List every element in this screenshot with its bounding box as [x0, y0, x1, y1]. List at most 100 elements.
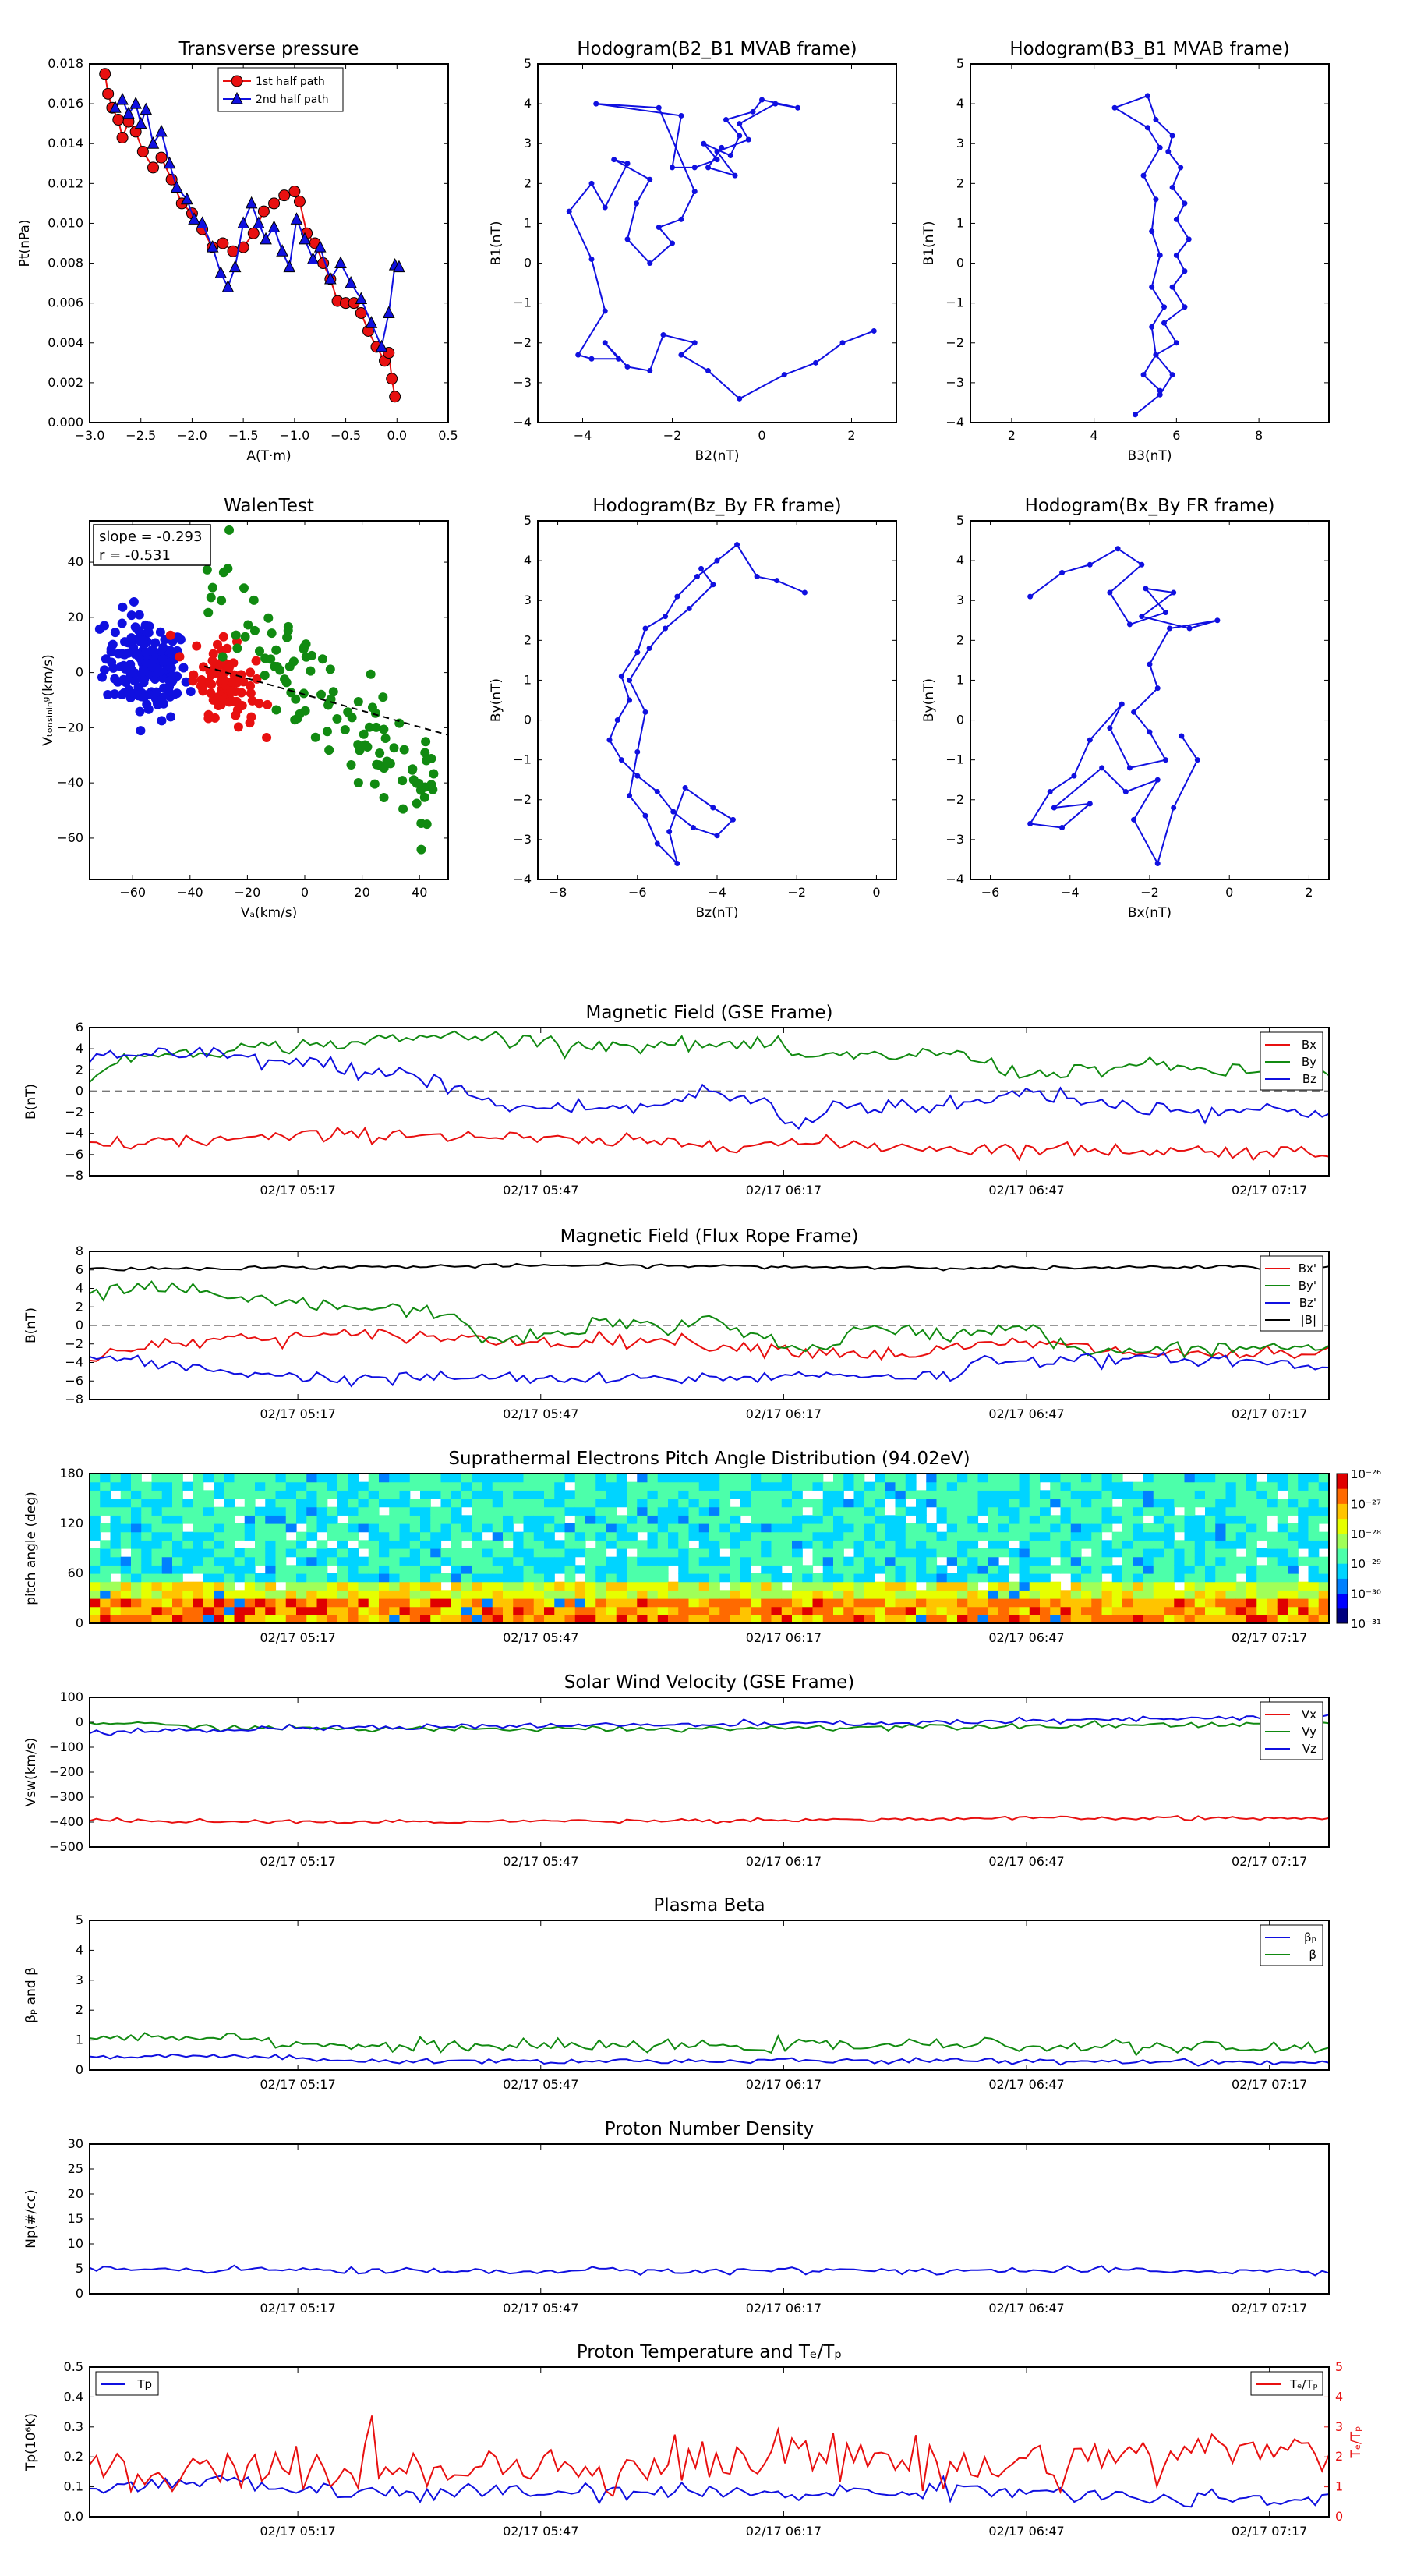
heatmap-cell	[368, 1590, 380, 1599]
heatmap-cell	[1215, 1490, 1227, 1499]
heatmap-cell	[296, 1573, 307, 1583]
heatmap-cell	[255, 1573, 266, 1583]
heatmap-cell	[1143, 1590, 1154, 1599]
heatmap-cell	[368, 1523, 380, 1533]
heatmap-cell	[637, 1481, 648, 1491]
data-point	[660, 332, 666, 338]
heatmap-cell	[698, 1523, 710, 1533]
heatmap-cell	[761, 1606, 772, 1615]
heatmap-cell	[389, 1556, 401, 1566]
heatmap-cell	[822, 1590, 834, 1599]
legend-label: By'	[1299, 1279, 1316, 1293]
heatmap-cell	[792, 1598, 803, 1608]
heatmap-cell	[709, 1523, 720, 1533]
heatmap-cell	[822, 1556, 834, 1566]
heatmap-cell	[327, 1598, 338, 1608]
heatmap-cell	[740, 1490, 751, 1499]
heatmap-cell	[161, 1490, 173, 1499]
y-tick-label: 2	[76, 1299, 83, 1314]
heatmap-cell	[1019, 1598, 1030, 1608]
heatmap-cell	[368, 1490, 380, 1499]
heatmap-cell	[409, 1531, 421, 1541]
heatmap-cell	[853, 1581, 865, 1591]
heatmap-cell	[1267, 1556, 1278, 1566]
heatmap-cell	[1153, 1565, 1164, 1574]
panel-h1: Hodogram(B2_B1 MVAB frame)−4 −2 0 2−4−3−2−1…	[489, 39, 897, 464]
series-line	[90, 1280, 1329, 1360]
heatmap-cell	[151, 1573, 163, 1583]
legend-label: 1st half path	[256, 76, 325, 88]
heatmap-cell	[1277, 1590, 1288, 1599]
heatmap-cell	[1133, 1531, 1144, 1541]
heatmap-cell	[843, 1606, 855, 1615]
heatmap-cell	[1111, 1531, 1123, 1541]
heatmap-cell	[316, 1481, 328, 1491]
heatmap-cell	[771, 1531, 783, 1541]
heatmap-cell	[668, 1481, 679, 1491]
heatmap-cell	[316, 1506, 328, 1516]
heatmap-cell	[482, 1590, 493, 1599]
heatmap-cell	[1194, 1548, 1206, 1558]
series-line	[90, 1713, 1329, 1736]
heatmap-cell	[214, 1531, 224, 1541]
heatmap-cell	[895, 1598, 906, 1608]
heatmap-cell	[740, 1474, 751, 1483]
heatmap-cell	[1298, 1515, 1309, 1524]
heatmap-cell	[523, 1481, 535, 1491]
heatmap-cell	[698, 1531, 710, 1541]
heatmap-cell	[1164, 1598, 1175, 1608]
heatmap-cell	[1174, 1598, 1186, 1608]
y-tick-label: 0.4	[64, 2389, 83, 2404]
heatmap-cell	[379, 1615, 390, 1623]
heatmap-cell	[957, 1506, 968, 1516]
heatmap-cell	[1225, 1540, 1237, 1549]
data-point	[1115, 546, 1121, 552]
heatmap-cell	[802, 1573, 814, 1583]
data-point	[157, 716, 167, 726]
x-tick-label: 02/17 05:47	[503, 1407, 578, 1421]
heatmap-cell	[234, 1615, 246, 1623]
data-point	[1147, 729, 1153, 735]
heatmap-cell	[554, 1556, 566, 1566]
heatmap-cell	[1070, 1515, 1082, 1524]
heatmap-cell	[110, 1565, 122, 1574]
heatmap-cell	[368, 1565, 380, 1574]
heatmap-cell	[998, 1615, 1009, 1623]
heatmap-cell	[1009, 1474, 1020, 1483]
heatmap-cell	[853, 1481, 865, 1491]
heatmap-cell	[977, 1565, 989, 1574]
heatmap-cell	[409, 1581, 421, 1591]
heatmap-cell	[1122, 1598, 1133, 1608]
heatmap-cell	[492, 1581, 504, 1591]
x-tick-label: 02/17 07:17	[1232, 1630, 1307, 1645]
heatmap-cell	[358, 1606, 369, 1615]
heatmap-cell	[730, 1523, 741, 1533]
heatmap-cell	[379, 1598, 390, 1608]
heatmap-cell	[668, 1556, 679, 1566]
heatmap-cell	[1143, 1556, 1154, 1566]
heatmap-cell	[544, 1515, 555, 1524]
heatmap-cell	[740, 1565, 751, 1574]
heatmap-cell	[853, 1590, 865, 1599]
data-point	[236, 688, 246, 698]
heatmap-cell	[1101, 1598, 1113, 1608]
heatmap-cell	[399, 1606, 411, 1615]
heatmap-cell	[1164, 1556, 1175, 1566]
x-tick-label: 02/17 05:17	[260, 2301, 335, 2316]
y-tick-label: −6	[65, 1373, 83, 1388]
heatmap-cell	[1060, 1531, 1072, 1541]
heatmap-cell	[409, 1573, 421, 1583]
colorbar-cell	[1337, 1518, 1348, 1534]
heatmap-cell	[998, 1506, 1009, 1516]
heatmap-cell	[595, 1565, 607, 1574]
heatmap-cell	[161, 1531, 173, 1541]
data-point	[714, 148, 720, 154]
heatmap-cell	[657, 1506, 669, 1516]
data-point	[365, 316, 378, 328]
heatmap-cell	[430, 1598, 442, 1608]
heatmap-cell	[895, 1515, 906, 1524]
heatmap-cell	[389, 1573, 401, 1583]
heatmap-cell	[698, 1615, 710, 1623]
heatmap-cell	[348, 1615, 359, 1623]
annotation-slope: slope = -0.293	[99, 529, 202, 545]
